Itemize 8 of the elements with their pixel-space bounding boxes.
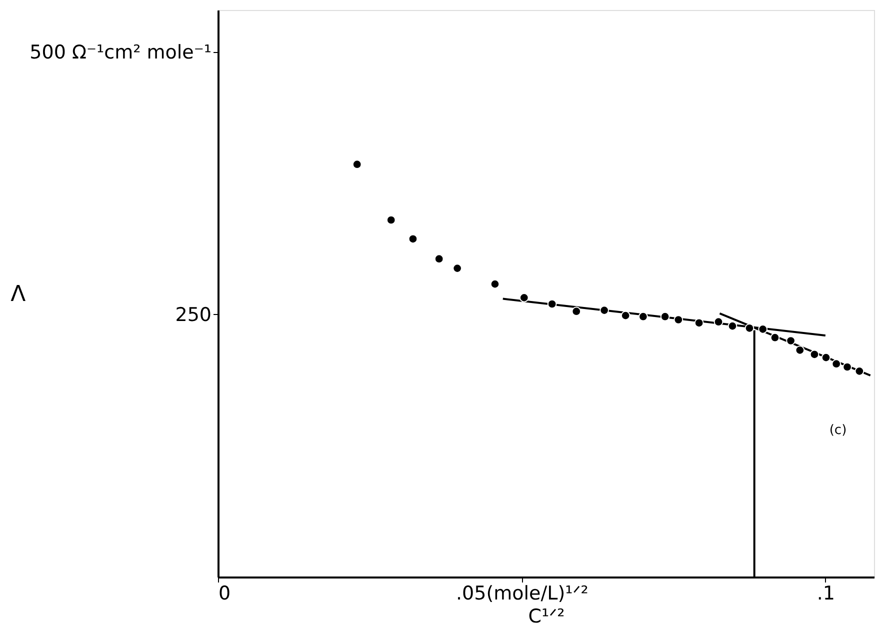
x-tick-label: .05(mole/L)¹ᐟ²	[456, 582, 588, 604]
y-tick-label: 500 Ω⁻¹cm² mole⁻¹	[30, 42, 212, 64]
annotation: (c)	[829, 423, 847, 438]
x-tick-label: 0	[218, 582, 231, 604]
y-tick-label: 250	[175, 304, 212, 326]
y-axis-title: Λ	[10, 282, 26, 307]
x-tick-label: .1	[816, 582, 835, 604]
x-axis-title: C¹ᐟ²	[528, 606, 565, 628]
